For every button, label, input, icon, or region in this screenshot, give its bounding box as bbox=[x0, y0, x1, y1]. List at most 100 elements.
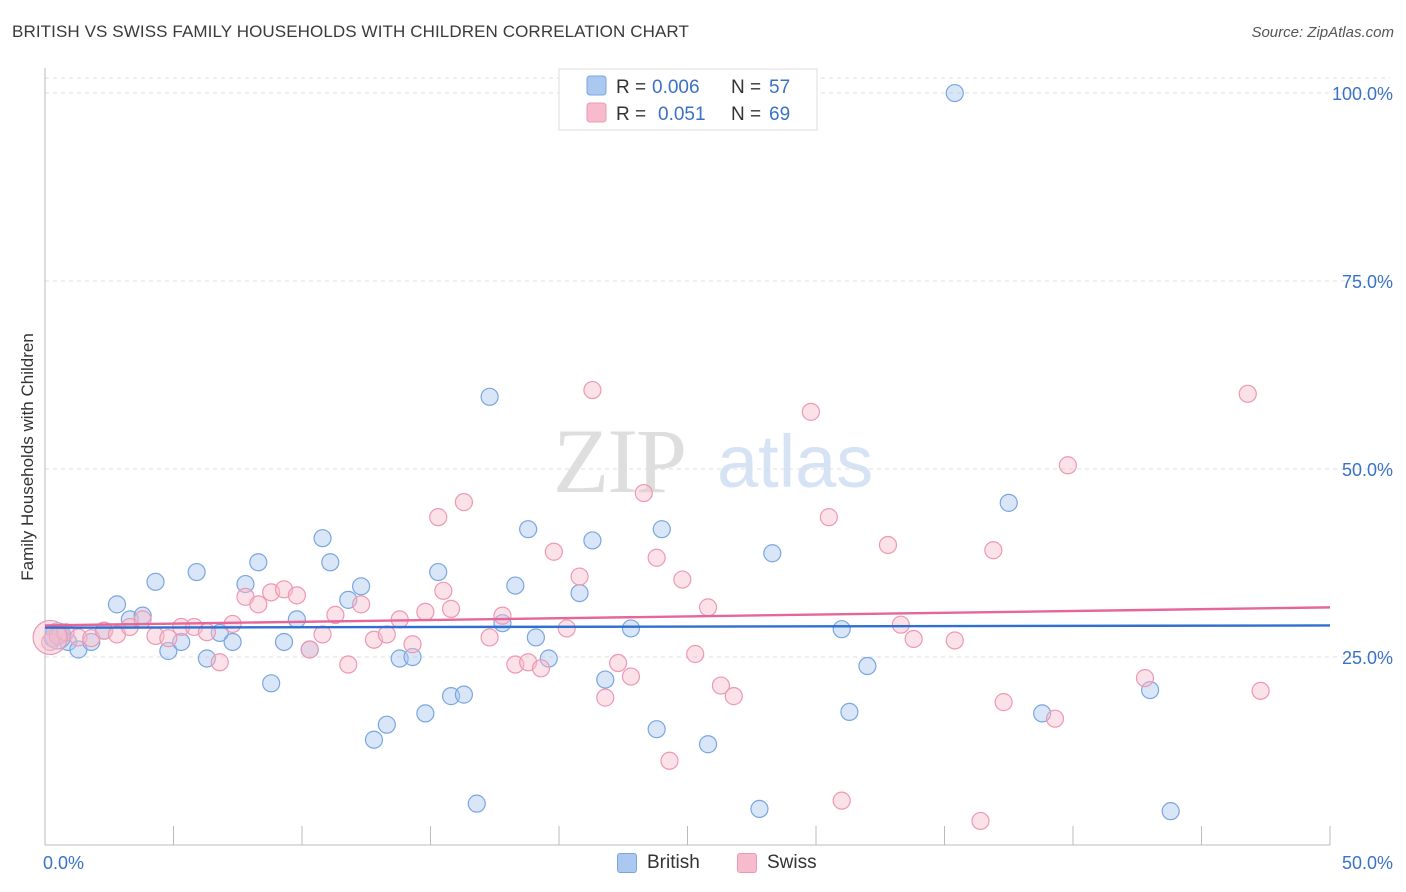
british-point bbox=[210, 623, 229, 643]
british-point bbox=[763, 544, 782, 563]
british-trend-line bbox=[44, 624, 1331, 629]
british-point bbox=[159, 641, 178, 661]
swiss-point bbox=[971, 811, 990, 831]
legend-swiss-r-label: R = bbox=[616, 104, 646, 125]
swiss-point bbox=[434, 581, 453, 600]
swiss-point bbox=[416, 602, 435, 621]
british-point bbox=[945, 83, 964, 103]
legend-bottom: British Swiss bbox=[0, 850, 1406, 880]
watermark-atlas: atlas bbox=[717, 420, 873, 503]
british-point bbox=[526, 628, 545, 647]
british-point bbox=[107, 595, 127, 614]
swiss-point bbox=[326, 605, 345, 625]
legend-british-n-label: N = bbox=[731, 77, 761, 98]
british-point bbox=[519, 520, 538, 539]
british-point bbox=[583, 531, 602, 550]
swiss-point bbox=[1045, 709, 1065, 728]
british-point bbox=[832, 620, 851, 639]
legend-swiss-r-value: 0.051 bbox=[658, 104, 706, 125]
swiss-point bbox=[454, 493, 474, 512]
swiss-point bbox=[403, 635, 422, 654]
british-point bbox=[840, 702, 859, 722]
legend-item-british: British bbox=[617, 852, 700, 874]
swiss-point bbox=[480, 628, 499, 647]
british-point bbox=[352, 577, 371, 596]
swiss-point bbox=[994, 693, 1013, 712]
swiss-point bbox=[945, 631, 964, 650]
british-swatch bbox=[617, 853, 637, 873]
swiss-point-cluster bbox=[32, 619, 68, 656]
british-point bbox=[187, 562, 206, 582]
swiss-point bbox=[557, 619, 576, 638]
british-point bbox=[321, 553, 340, 572]
swiss-point bbox=[832, 791, 851, 810]
british-point bbox=[223, 632, 242, 652]
british-point bbox=[506, 576, 525, 595]
swiss-point bbox=[698, 598, 718, 617]
legend-british-r-label: R = bbox=[616, 77, 646, 98]
swiss-point bbox=[891, 615, 910, 634]
y-tick-label: 100.0% bbox=[1332, 84, 1393, 104]
swiss-point bbox=[609, 653, 628, 673]
legend-top: R = 0.006 N = 57 R = 0.051 N = 69 bbox=[558, 68, 818, 131]
british-point bbox=[596, 670, 615, 689]
swiss-point bbox=[878, 535, 898, 555]
legend-swiss-n-label: N = bbox=[731, 104, 761, 125]
source-label: Source: ZipAtlas.com bbox=[1251, 24, 1394, 41]
legend-british-n-value: 57 bbox=[769, 77, 790, 98]
swiss-point bbox=[493, 606, 512, 625]
swiss-point bbox=[377, 625, 396, 644]
legend-swiss-swatch bbox=[586, 102, 607, 123]
swiss-point bbox=[429, 508, 448, 527]
british-point bbox=[416, 704, 435, 723]
swiss-point bbox=[210, 653, 229, 672]
watermark-zip: ZIP bbox=[553, 410, 685, 512]
swiss-point bbox=[819, 508, 838, 527]
legend-item-swiss: Swiss bbox=[737, 852, 817, 874]
swiss-point bbox=[583, 380, 602, 400]
british-point bbox=[570, 583, 589, 603]
y-tick-label: 25.0% bbox=[1342, 648, 1393, 668]
swiss-point bbox=[441, 599, 461, 618]
swiss-point bbox=[1058, 456, 1077, 475]
british-point bbox=[698, 735, 718, 754]
swiss-point bbox=[673, 570, 692, 589]
swiss-point bbox=[634, 483, 653, 503]
swiss-trend-line bbox=[44, 606, 1331, 627]
british-point bbox=[467, 794, 486, 813]
swiss-point bbox=[159, 629, 178, 648]
british-point bbox=[364, 730, 384, 749]
swiss-point bbox=[1251, 681, 1270, 700]
swiss-point bbox=[596, 688, 615, 707]
swiss-point bbox=[313, 625, 332, 644]
british-point bbox=[621, 619, 641, 638]
swiss-point bbox=[1238, 384, 1257, 403]
legend-label-british: British bbox=[647, 852, 700, 873]
swiss-point bbox=[249, 595, 268, 614]
swiss-point bbox=[531, 659, 551, 678]
swiss-point bbox=[801, 402, 820, 421]
swiss-point bbox=[570, 567, 589, 586]
british-point bbox=[1161, 802, 1180, 821]
legend-british-r-value: 0.006 bbox=[652, 77, 700, 98]
legend-label-swiss: Swiss bbox=[767, 852, 817, 873]
british-point bbox=[249, 553, 268, 572]
swiss-point bbox=[660, 751, 679, 770]
gridlines bbox=[45, 77, 1390, 658]
chart-title: BRITISH VS SWISS FAMILY HOUSEHOLDS WITH … bbox=[12, 22, 689, 41]
swiss-point bbox=[647, 548, 666, 567]
swiss-point bbox=[287, 586, 306, 605]
swiss-point bbox=[711, 676, 731, 695]
british-point bbox=[262, 674, 281, 693]
british-point bbox=[858, 656, 877, 676]
british-point bbox=[377, 715, 396, 734]
y-axis-label: Family Households with Children bbox=[18, 333, 37, 581]
british-point bbox=[539, 649, 558, 668]
swiss-point bbox=[686, 644, 705, 664]
axes: 25.0% 50.0% 75.0% 100.0% 0.0% 50.0% bbox=[43, 68, 1393, 873]
british-point bbox=[750, 799, 769, 819]
british-point bbox=[454, 685, 474, 704]
y-tick-label: 50.0% bbox=[1342, 460, 1393, 480]
y-tick-label: 75.0% bbox=[1342, 272, 1393, 292]
